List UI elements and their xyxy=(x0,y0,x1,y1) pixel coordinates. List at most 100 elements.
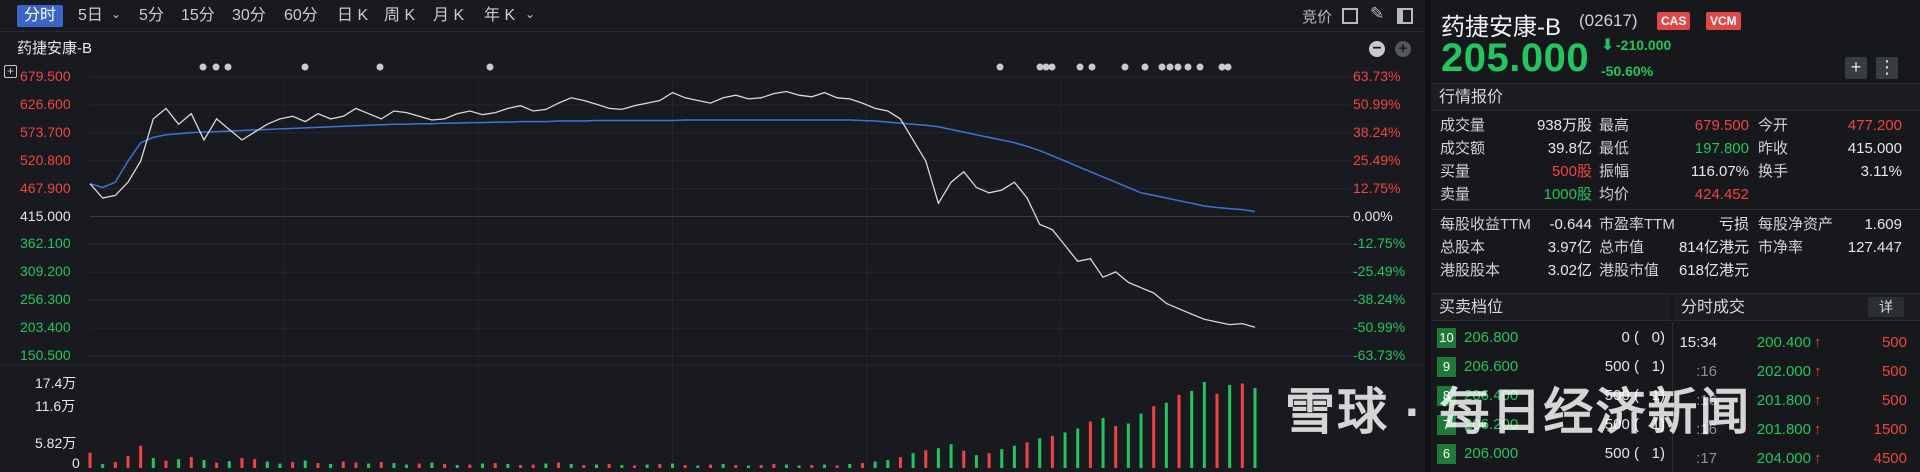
volume-bar xyxy=(595,464,599,468)
tab-30min[interactable]: 30分 xyxy=(232,7,266,24)
orderbook-price: 206.800 xyxy=(1464,329,1519,346)
volume-bar xyxy=(924,450,928,468)
volume-bar xyxy=(481,463,485,468)
orderbook-row[interactable]: 10 206.800 0 (0) xyxy=(1437,326,1667,350)
orderbook-row[interactable]: 7 206.200 500 (1) xyxy=(1437,413,1667,437)
price-tick: 415.000 xyxy=(20,207,71,224)
quote-value: 618亿港元 xyxy=(1678,262,1749,279)
price-change: -210.000 xyxy=(1616,37,1672,53)
volume-bar xyxy=(455,465,459,468)
quote-separator xyxy=(1431,209,1920,210)
volume-bar xyxy=(139,445,143,468)
event-marker xyxy=(1048,63,1056,71)
trade-price: 204.000 xyxy=(1756,450,1811,467)
tab-intraday[interactable]: 分时 xyxy=(17,5,64,27)
trade-row: :16 201.800 ↑ 1500 xyxy=(1677,417,1913,442)
tab-5day[interactable]: 5日 xyxy=(78,7,103,24)
arrow-up-icon: ↑ xyxy=(1814,363,1822,380)
volume-bar xyxy=(1215,393,1219,468)
add-indicator-icon[interactable]: + xyxy=(4,65,17,78)
layout-icon[interactable] xyxy=(1397,8,1413,24)
arrow-up-icon: ↑ xyxy=(1814,392,1822,409)
volume-bar xyxy=(949,444,953,468)
auction-toggle[interactable]: 竞价 xyxy=(1302,9,1333,26)
quote-value: 1.609 xyxy=(1864,216,1902,233)
volume-bar xyxy=(278,463,282,468)
volume-bar xyxy=(696,465,700,468)
add-watchlist-button[interactable]: + xyxy=(1845,57,1867,79)
tab-5min[interactable]: 5分 xyxy=(139,7,164,24)
arrow-up-icon: ↑ xyxy=(1814,450,1822,467)
trade-price: 201.800 xyxy=(1756,392,1811,409)
volume-bar xyxy=(151,458,155,468)
chevron-down-icon[interactable]: ⌄ xyxy=(525,7,536,21)
volume-bar xyxy=(1240,383,1244,468)
event-marker xyxy=(1196,63,1204,71)
volume-bar xyxy=(392,463,396,468)
volume-bar xyxy=(379,462,383,468)
volume-bar xyxy=(671,463,674,468)
tab-yearly-k[interactable]: 年 K xyxy=(484,7,516,24)
volume-bar xyxy=(113,462,117,468)
panel-divider[interactable] xyxy=(1425,0,1431,472)
volume-bar xyxy=(772,464,776,468)
price-tick: 150.500 xyxy=(20,347,71,363)
volume-bar xyxy=(1139,413,1143,468)
event-marker xyxy=(1224,63,1232,71)
volume-bar xyxy=(658,464,662,468)
orderbook-row[interactable]: 6 206.000 500 (1) xyxy=(1437,442,1667,466)
more-options-button[interactable]: ⋮ xyxy=(1876,57,1898,79)
quote-value: 424.452 xyxy=(1694,186,1749,203)
chevron-down-icon[interactable]: ⌄ xyxy=(111,7,122,21)
intraday-chart[interactable] xyxy=(0,0,1425,472)
zoom-out-icon[interactable]: − xyxy=(1369,41,1385,57)
quote-value: 3.97亿 xyxy=(1547,239,1592,256)
last-price: 205.000 xyxy=(1441,36,1590,80)
orderbook-row[interactable]: 8 206.400 500 (1) xyxy=(1437,384,1667,408)
volume-bar xyxy=(468,464,472,468)
quote-value: 477.200 xyxy=(1847,117,1902,134)
chart-panel: 分时 5日 ⌄ 5分 15分 30分 60分 日 K 周 K 月 K 年 K ⌄… xyxy=(0,0,1425,472)
volume-bar xyxy=(835,465,839,468)
level-badge: 6 xyxy=(1437,444,1456,464)
volume-bar xyxy=(848,464,852,468)
volume-bar xyxy=(860,463,864,468)
quote-value: 127.447 xyxy=(1847,239,1902,256)
chart-title: 药捷安康-B xyxy=(17,40,93,57)
volume-bar xyxy=(936,448,940,468)
quote-label: 均价 xyxy=(1599,186,1630,203)
quote-value: 1000股 xyxy=(1543,186,1592,203)
volume-bar xyxy=(1050,435,1054,468)
quote-label: 港股股本 xyxy=(1440,262,1501,279)
percent-tick: -38.24% xyxy=(1353,291,1406,308)
volume-bar xyxy=(582,465,586,468)
quote-value: 415.000 xyxy=(1847,140,1902,157)
zoom-in-icon[interactable]: + xyxy=(1395,41,1411,57)
volume-bar xyxy=(746,465,750,468)
volume-bar xyxy=(291,462,295,468)
tab-daily-k[interactable]: 日 K xyxy=(337,7,369,24)
quote-label: 总市值 xyxy=(1599,239,1645,256)
tab-60min[interactable]: 60分 xyxy=(284,7,318,24)
orderbook-row[interactable]: 9 206.600 500 (1) xyxy=(1437,355,1667,379)
trades-detail-button[interactable]: 详 xyxy=(1868,297,1904,317)
tab-15min[interactable]: 15分 xyxy=(181,7,215,24)
quote-label: 最高 xyxy=(1599,117,1630,134)
draw-pen-icon[interactable]: ✎ xyxy=(1370,4,1385,23)
trade-volume: 500 xyxy=(1881,363,1907,380)
quote-label: 每股收益TTM xyxy=(1440,216,1531,233)
volume-bar xyxy=(253,459,257,468)
orderbook-count: 1) xyxy=(1651,416,1665,433)
volume-bar xyxy=(974,455,978,468)
quote-label: 成交额 xyxy=(1440,140,1486,157)
volume-bar xyxy=(911,453,915,468)
grid-icon[interactable] xyxy=(1342,8,1358,24)
volume-bar xyxy=(101,464,105,468)
stock-code: (02617) xyxy=(1579,11,1638,30)
event-marker xyxy=(376,63,384,71)
event-marker xyxy=(1121,63,1129,71)
cas-badge: CAS xyxy=(1657,12,1691,30)
tab-monthly-k[interactable]: 月 K xyxy=(433,7,465,24)
level-badge: 9 xyxy=(1437,357,1456,377)
tab-weekly-k[interactable]: 周 K xyxy=(384,7,416,24)
